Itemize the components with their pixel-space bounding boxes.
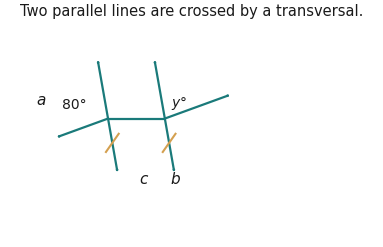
Text: $y$°: $y$° xyxy=(171,95,187,112)
Text: Two parallel lines are crossed by a transversal.: Two parallel lines are crossed by a tran… xyxy=(20,4,364,19)
Text: 80°: 80° xyxy=(62,98,87,112)
Text: $b$: $b$ xyxy=(170,171,182,187)
Text: $c$: $c$ xyxy=(139,172,149,186)
Text: $a$: $a$ xyxy=(36,93,46,107)
